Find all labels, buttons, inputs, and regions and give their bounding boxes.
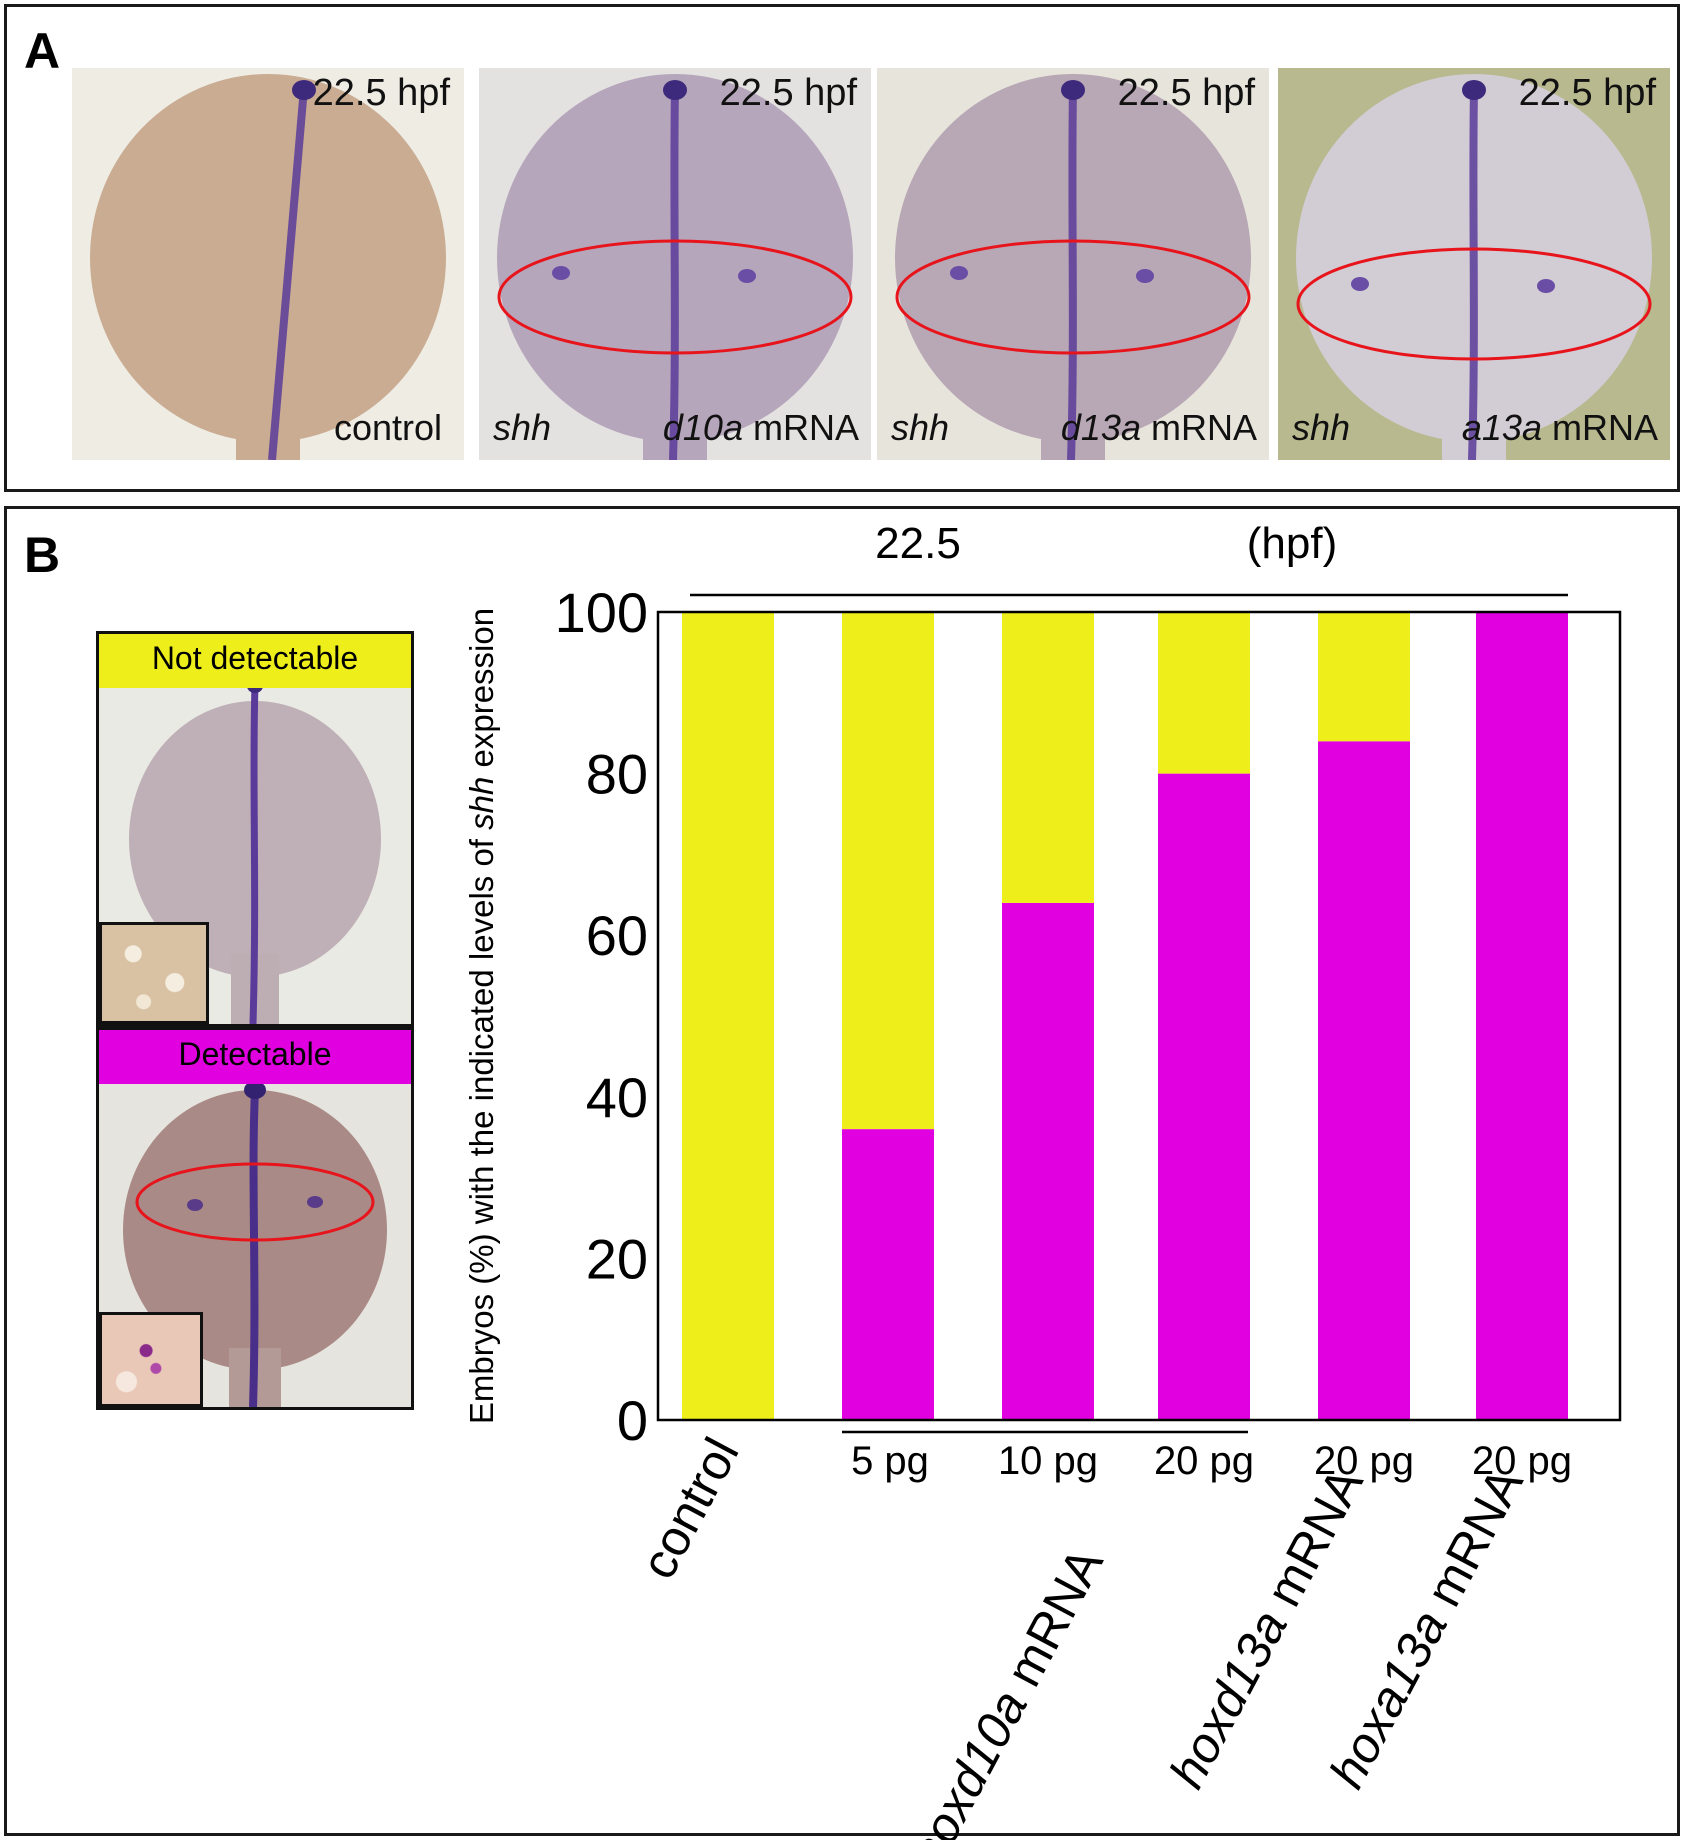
stage-label: 22.5 hpf [1518, 72, 1656, 114]
y-tick-label-20: 20 [586, 1227, 648, 1290]
caption-control: control [333, 407, 442, 448]
photo-caption: control [72, 406, 464, 446]
zoom-inset-not-detectable [99, 922, 209, 1024]
caption-construct: d10a [662, 407, 743, 448]
legend-detectable-panel: Detectable [96, 1027, 414, 1410]
x-labels: 5 pg 10 pg 20 pg 20 pg 20 pg control hoxd10a m… [630, 1429, 1572, 1840]
y-axis-label-part-2: expression [463, 608, 500, 777]
chart-header-unit: (hpf) [1247, 519, 1337, 568]
y-tick-label-60: 60 [586, 904, 648, 967]
zoom-inset-detectable [99, 1312, 203, 1407]
x-dose-label-3: 20 pg [1154, 1439, 1254, 1483]
stacked-bar-chart: Embryos (%) with the indicated levels of… [463, 519, 1622, 1840]
y-tick-label-0: 0 [617, 1389, 648, 1452]
embryo-photo-1: 22.5 hpf control [72, 68, 464, 460]
bar-3-detectable [1158, 773, 1250, 1420]
group-suffix: mRNA [1249, 1458, 1374, 1627]
legend-not-detectable-panel: Not detectable [96, 631, 414, 1027]
bar-0-not-detectable [682, 612, 774, 1420]
photo-caption: shh a13a mRNA [1278, 406, 1670, 446]
caption-gene: shh [493, 407, 552, 448]
photo-caption: shh d13a mRNA [877, 406, 1269, 446]
bar-2-detectable [1002, 902, 1094, 1420]
caption-gene: shh [891, 407, 950, 448]
caption-construct: d13a [1060, 407, 1141, 448]
x-group-label-0: control [630, 1429, 750, 1588]
plot-area-frame [656, 610, 1622, 1422]
embryo-photo-2: 22.5 hpf shh d10a mRNA [479, 68, 871, 460]
stage-label: 22.5 hpf [1117, 72, 1255, 114]
group-gene: hoxd13a [1159, 1601, 1299, 1797]
y-tick-label-80: 80 [586, 743, 648, 806]
chart-header-stage: 22.5 [875, 519, 961, 568]
bar-4-detectable [1318, 741, 1410, 1420]
x-dose-label-4: 20 pg [1314, 1439, 1414, 1483]
photo-caption: shh d10a mRNA [479, 406, 871, 446]
bar-1-not-detectable [842, 612, 934, 1130]
caption-construct-group: d13a mRNA [1061, 410, 1257, 446]
embryo-image-not-detectable [99, 634, 411, 1024]
group-suffix: mRNA [989, 1538, 1114, 1707]
group-gene: hoxa13a [1319, 1601, 1459, 1797]
y-axis-label-text: Embryos (%) with the indicated levels of… [463, 608, 500, 1424]
bar-5-detectable [1476, 612, 1568, 1420]
embryo-image [1278, 68, 1670, 460]
caption-gene: shh [1292, 407, 1351, 448]
embryo-image [877, 68, 1269, 460]
embryo-image [72, 68, 464, 460]
embryo-image [479, 68, 871, 460]
y-axis-label-part-1: shh [463, 777, 500, 830]
y-axis-label: Embryos (%) with the indicated levels of… [463, 608, 500, 1424]
bars [682, 612, 1568, 1420]
bar-1-detectable [842, 1129, 934, 1420]
y-axis-label-part-0: Embryos (%) with the indicated levels of [463, 830, 500, 1424]
caption-suffix: mRNA [1552, 407, 1658, 448]
caption-construct: a13a [1461, 407, 1542, 448]
legend-label-detectable: Detectable [99, 1030, 411, 1084]
y-ticks: 0 20 40 60 80 100 [555, 581, 648, 1452]
embryo-image-detectable [99, 1030, 411, 1407]
caption-suffix: mRNA [1151, 407, 1257, 448]
group-suffix: control [630, 1429, 750, 1588]
expression-region-circle [497, 239, 853, 355]
y-tick-label-100: 100 [555, 581, 648, 644]
embryo-photo-3: 22.5 hpf shh d13a mRNA [877, 68, 1269, 460]
caption-construct-group: a13a mRNA [1462, 410, 1658, 446]
group-gene: hoxd10a [899, 1681, 1039, 1840]
expression-region-circle [895, 239, 1251, 355]
x-dose-label-5: 20 pg [1472, 1439, 1572, 1483]
embryo-photo-4: 22.5 hpf shh a13a mRNA [1278, 68, 1670, 460]
caption-suffix: mRNA [753, 407, 859, 448]
y-tick-label-40: 40 [586, 1066, 648, 1129]
stage-label: 22.5 hpf [312, 72, 450, 114]
bar-3-not-detectable [1158, 612, 1250, 774]
expression-region-circle [1296, 247, 1652, 361]
legend-label-not-detectable: Not detectable [99, 634, 411, 688]
bar-2-not-detectable [1002, 612, 1094, 903]
panel-b-letter: B [24, 527, 61, 583]
x-dose-label-1: 5 pg [851, 1439, 929, 1483]
bar-4-not-detectable [1318, 612, 1410, 742]
x-group-label-1: hoxd10a mRNA [899, 1538, 1114, 1840]
caption-construct-group: d10a mRNA [663, 410, 859, 446]
x-dose-label-2: 10 pg [998, 1439, 1098, 1483]
panel-a-letter: A [24, 23, 61, 79]
stage-label: 22.5 hpf [719, 72, 857, 114]
group-suffix: mRNA [1409, 1458, 1534, 1627]
